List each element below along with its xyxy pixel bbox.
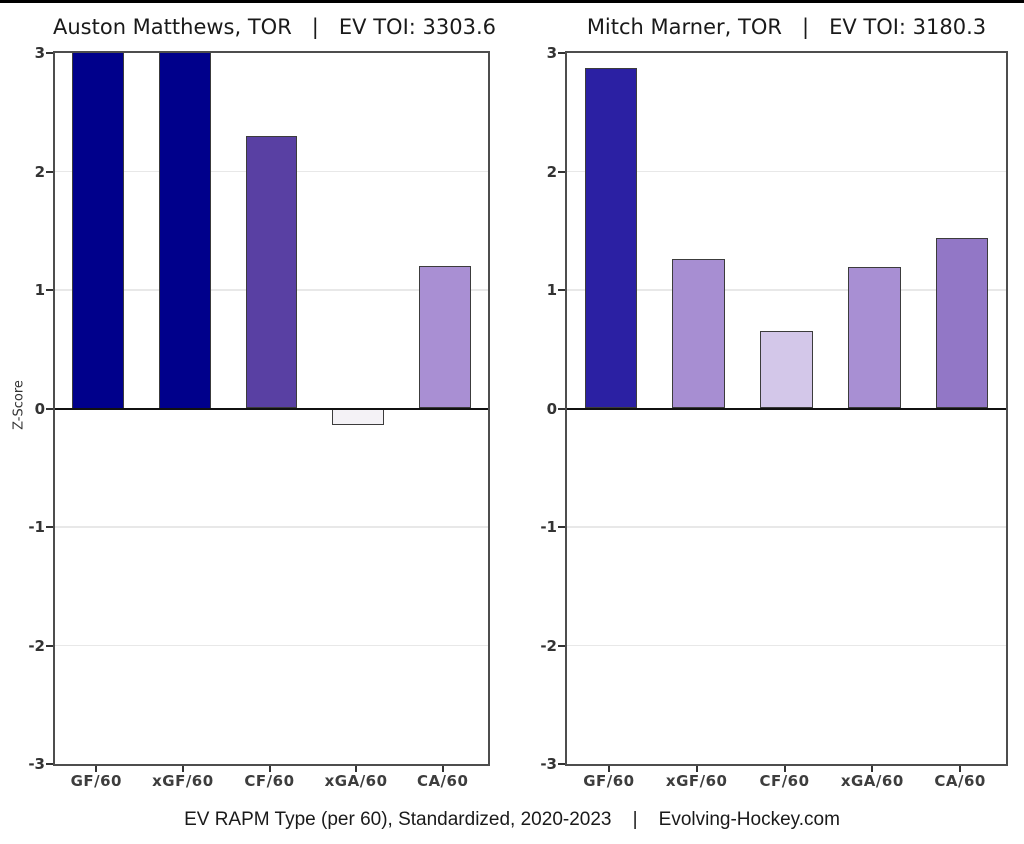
x-axis-label: CF/60 xyxy=(759,772,810,790)
y-tick-mark xyxy=(46,52,53,54)
bar-xgf60 xyxy=(158,53,211,409)
x-tick-mark xyxy=(959,766,962,772)
x-axis-label: xGF/60 xyxy=(665,772,728,790)
y-tick-label: 2 xyxy=(546,162,557,181)
x-tick-mark xyxy=(181,766,184,772)
bar-gf60 xyxy=(72,53,125,409)
bar-gf60 xyxy=(584,68,638,409)
y-tick-label: 2 xyxy=(34,162,45,181)
gridline xyxy=(55,526,488,528)
bar-xga60 xyxy=(332,408,385,426)
y-tick-mark xyxy=(558,526,565,528)
x-tick-mark xyxy=(355,766,358,772)
y-tick-mark xyxy=(46,526,53,528)
y-tick-mark xyxy=(558,407,565,410)
y-tick-label: 3 xyxy=(546,44,557,62)
gridline xyxy=(55,644,488,647)
plot-area xyxy=(565,51,1008,766)
x-tick-mark xyxy=(268,766,271,772)
y-tick-label: -2 xyxy=(28,636,45,655)
zero-line xyxy=(55,407,488,410)
gridline xyxy=(567,170,1006,173)
bar-cf60 xyxy=(760,331,813,409)
gridline xyxy=(567,526,1006,528)
x-axis-label: GF/60 xyxy=(70,772,122,790)
x-tick-mark xyxy=(695,766,698,772)
x-tick-mark xyxy=(783,766,786,772)
bar-ca60 xyxy=(935,237,989,409)
y-tick-mark xyxy=(46,763,53,765)
bar-xga60 xyxy=(847,267,901,409)
y-tick-mark xyxy=(558,170,565,173)
y-tick-mark xyxy=(46,407,53,410)
y-tick-mark xyxy=(46,644,53,647)
chart-auston-matthews: Auston Matthews, TOR | EV TOI: 3303.6 3 2… xyxy=(28,3,496,844)
bar-ca60 xyxy=(418,266,471,409)
y-tick-mark xyxy=(558,52,565,54)
chart-mitch-marner: Mitch Marner, TOR | EV TOI: 3180.3 3 2 1 0 -… xyxy=(540,3,1008,844)
x-tick-mark xyxy=(95,766,98,772)
x-axis-label: GF/60 xyxy=(583,772,635,790)
gridline xyxy=(567,289,1006,291)
y-tick-label: -1 xyxy=(540,518,557,536)
y-tick-label: -1 xyxy=(28,518,45,536)
y-tick-mark xyxy=(558,289,565,291)
y-tick-label: 0 xyxy=(546,399,557,418)
gridline xyxy=(567,644,1006,647)
y-tick-label: -3 xyxy=(540,755,557,773)
bar-xgf60 xyxy=(672,259,726,409)
x-axis-label: CA/60 xyxy=(416,772,469,790)
x-tick-mark xyxy=(441,766,444,772)
zero-line xyxy=(567,407,1006,410)
chart-title: Auston Matthews, TOR | EV TOI: 3303.6 xyxy=(53,15,496,39)
x-axis-label: CA/60 xyxy=(934,772,986,790)
x-axis-label: xGA/60 xyxy=(324,772,388,790)
plot-area xyxy=(53,51,490,766)
bar-cf60 xyxy=(245,135,298,409)
y-tick-label: -2 xyxy=(540,636,557,655)
figure-caption: EV RAPM Type (per 60), Standardized, 202… xyxy=(184,809,840,830)
x-axis-label: xGF/60 xyxy=(152,772,214,790)
x-axis-label: xGA/60 xyxy=(840,772,904,790)
x-tick-mark xyxy=(871,766,874,772)
y-tick-mark xyxy=(558,763,565,765)
y-tick-mark xyxy=(46,170,53,173)
x-axis-label: CF/60 xyxy=(244,772,295,790)
y-tick-label: 1 xyxy=(546,281,557,299)
chart-title: Mitch Marner, TOR | EV TOI: 3180.3 xyxy=(586,15,987,39)
y-tick-mark xyxy=(558,644,565,647)
y-tick-label: -3 xyxy=(28,755,45,773)
x-tick-mark xyxy=(607,766,610,772)
y-tick-label: 0 xyxy=(34,399,45,418)
y-tick-label: 1 xyxy=(34,281,45,299)
y-tick-label: 3 xyxy=(34,44,45,62)
y-tick-mark xyxy=(46,289,53,291)
